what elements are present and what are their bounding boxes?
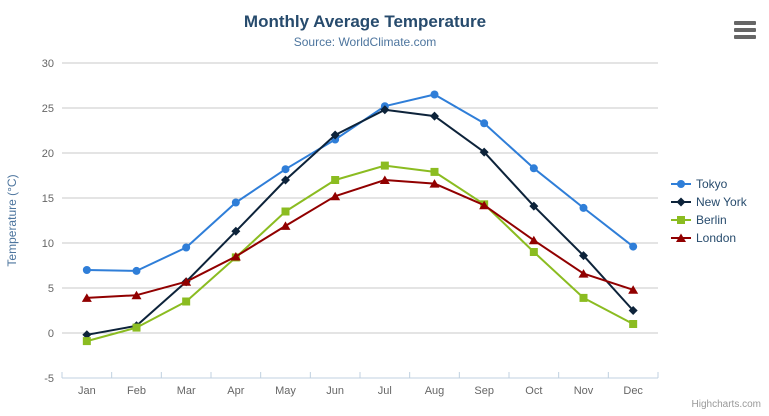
x-axis-labels: Jan Feb Mar Apr May Jun Jul Aug Sep Oct Nov Dec bbox=[78, 385, 643, 397]
series-berlin[interactable] bbox=[82, 161, 638, 346]
hamburger-menu-icon bbox=[734, 21, 756, 25]
chart-subtitle: Source: WorldClimate.com bbox=[293, 35, 437, 49]
y-axis-title: Temperature (°C) bbox=[5, 174, 19, 266]
legend-item-berlin[interactable]: Berlin bbox=[671, 213, 747, 227]
x-axis bbox=[61, 372, 659, 379]
svg-text:Apr: Apr bbox=[227, 385, 244, 397]
y-gridlines bbox=[62, 62, 658, 379]
svg-text:5: 5 bbox=[48, 283, 54, 295]
svg-text:-5: -5 bbox=[44, 373, 54, 385]
svg-text:30: 30 bbox=[42, 58, 54, 70]
svg-text:Jun: Jun bbox=[326, 385, 344, 397]
hamburger-menu-icon bbox=[734, 35, 756, 39]
legend-marker-icon bbox=[671, 233, 691, 242]
export-menu-button[interactable] bbox=[734, 20, 758, 40]
legend-item-tokyo[interactable]: Tokyo bbox=[671, 177, 747, 191]
legend-item-label: New York bbox=[696, 195, 747, 209]
series-tokyo[interactable] bbox=[82, 90, 638, 275]
svg-text:Sep: Sep bbox=[474, 385, 494, 397]
legend-item-label: Berlin bbox=[696, 213, 727, 227]
svg-text:Aug: Aug bbox=[425, 385, 445, 397]
svg-text:Jul: Jul bbox=[378, 385, 392, 397]
series-new-york[interactable] bbox=[82, 105, 638, 340]
legend-marker-icon bbox=[671, 216, 691, 224]
legend-item-london[interactable]: London bbox=[671, 231, 747, 245]
y-axis-labels: -5 0 5 10 15 20 25 30 bbox=[42, 58, 54, 385]
credits-link[interactable]: Highcharts.com bbox=[691, 399, 761, 410]
hamburger-menu-icon bbox=[734, 28, 756, 32]
svg-text:Jan: Jan bbox=[78, 385, 96, 397]
chart-legend: Tokyo New York Berlin London bbox=[671, 177, 747, 245]
legend-item-label: London bbox=[696, 231, 737, 245]
legend-item-label: Tokyo bbox=[696, 177, 728, 191]
svg-text:0: 0 bbox=[48, 328, 54, 340]
svg-text:15: 15 bbox=[42, 193, 54, 205]
svg-text:10: 10 bbox=[42, 238, 54, 250]
svg-text:20: 20 bbox=[42, 148, 54, 160]
chart-title: Monthly Average Temperature bbox=[243, 12, 487, 31]
svg-text:Dec: Dec bbox=[623, 385, 643, 397]
svg-text:Mar: Mar bbox=[177, 385, 196, 397]
legend-item-new-york[interactable]: New York bbox=[671, 195, 747, 209]
legend-marker-icon bbox=[671, 197, 691, 207]
svg-text:Nov: Nov bbox=[574, 385, 594, 397]
svg-text:Oct: Oct bbox=[525, 385, 542, 397]
legend-marker-icon bbox=[671, 180, 691, 188]
svg-text:25: 25 bbox=[42, 103, 54, 115]
series-london[interactable] bbox=[81, 175, 639, 302]
svg-text:May: May bbox=[275, 385, 296, 397]
svg-text:Feb: Feb bbox=[127, 385, 146, 397]
